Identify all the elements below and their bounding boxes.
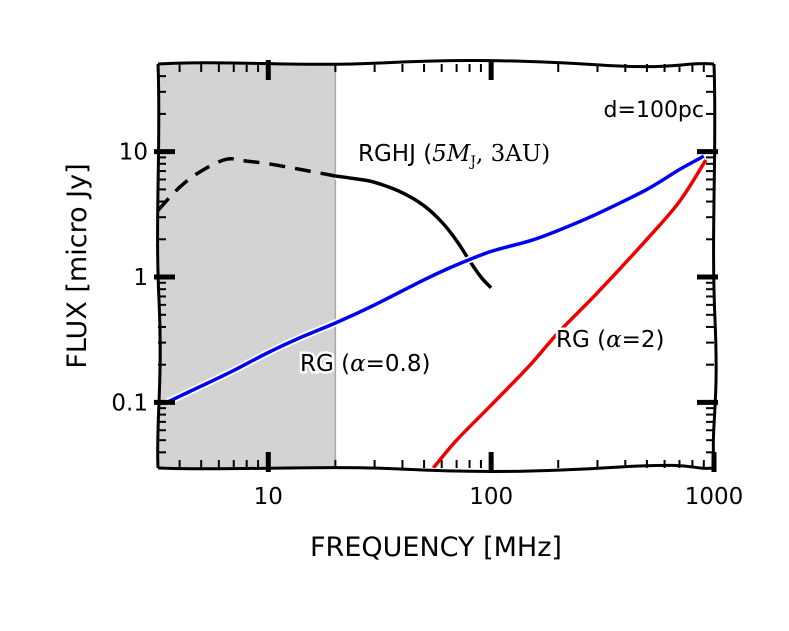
rg-alpha-2-line [431,158,708,468]
x-tick-label: 1000 [685,484,744,510]
plot-frame-left [156,63,162,469]
rghj-series-label: RGHJ (5MJ, 3AU) [358,141,550,170]
rghj-solid-line [335,174,493,290]
x-tick-label: 100 [469,484,513,510]
x-axis-label: FREQUENCY [MHz] [310,532,562,563]
rghj-dashed-line [158,156,336,212]
x-axis-ticks: 10 100 1000 [178,60,744,510]
y-axis-label: FLUX [micro Jy] [62,163,93,368]
plot-frame-right [711,63,718,469]
plot-frame-bottom [157,463,715,473]
y-tick-label: 0.1 [111,390,148,416]
y-tick-label: 10 [119,140,148,166]
shaded-region [158,64,336,468]
x-tick-label: 10 [254,484,283,510]
y-axis-ticks: 0.1 1 10 [111,63,718,469]
rg-alpha-0.8-line [165,154,705,404]
y-tick-label: 1 [133,265,148,291]
plot-frame-top [157,59,715,69]
rg-alpha-2-series-label: RG (α=2) [556,327,665,353]
rg-alpha-0.8-series-label: RG (α=0.8) [300,351,430,377]
rghj-solid-line-halo [334,172,494,291]
distance-annotation: d=100pc [604,98,704,123]
